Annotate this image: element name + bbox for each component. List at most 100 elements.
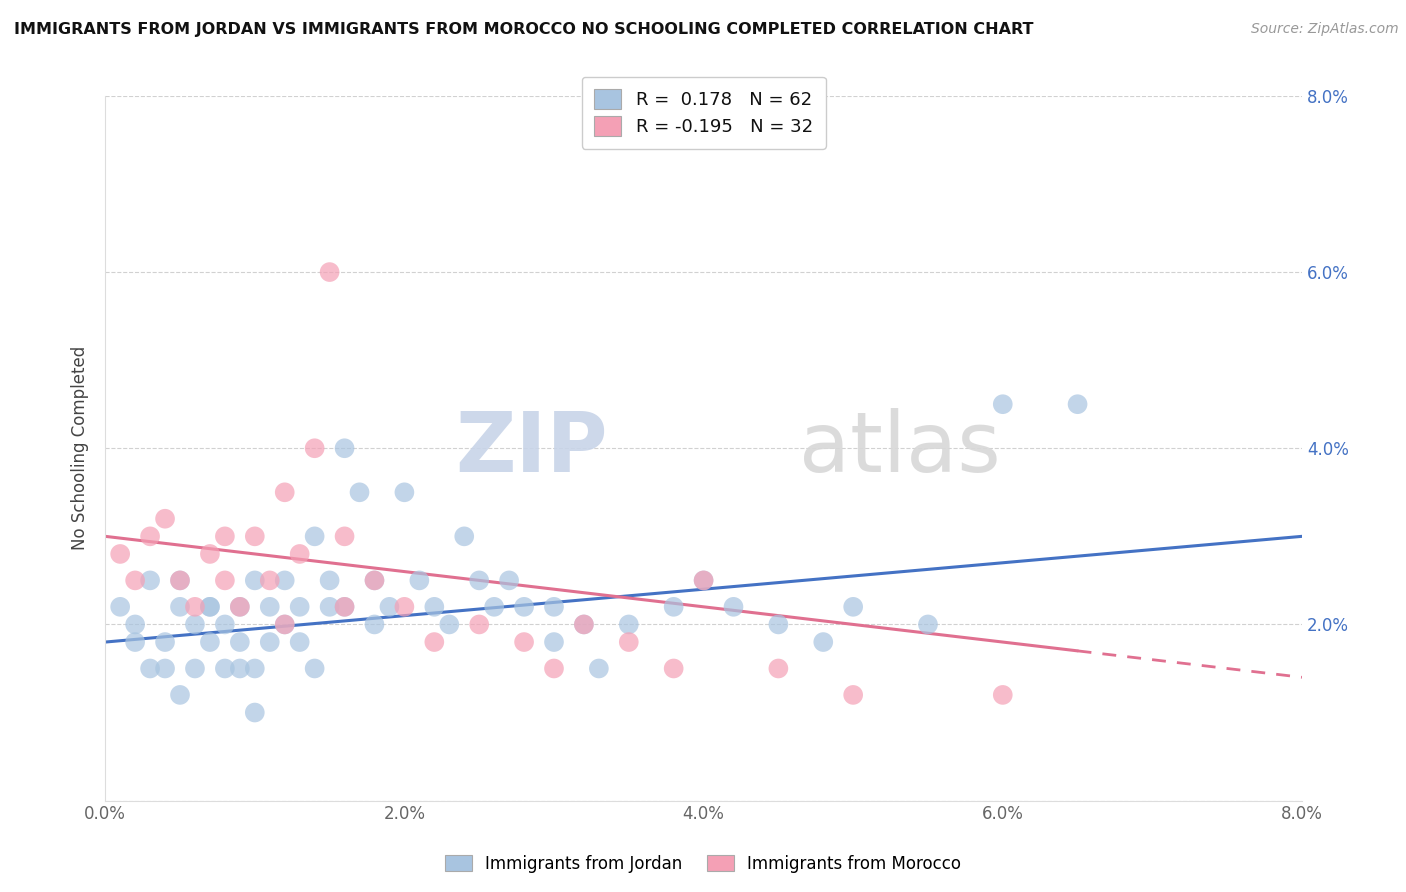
Point xyxy=(229,599,252,614)
Point xyxy=(423,599,446,614)
Point xyxy=(139,574,162,588)
Point xyxy=(468,574,491,588)
Point xyxy=(543,599,565,614)
Point xyxy=(349,485,371,500)
Point xyxy=(617,635,640,649)
Point xyxy=(274,617,297,632)
Point xyxy=(259,574,281,588)
Point xyxy=(124,635,146,649)
Point xyxy=(139,661,162,675)
Point xyxy=(214,661,236,675)
Point xyxy=(1066,397,1088,411)
Point xyxy=(991,688,1014,702)
Point xyxy=(617,617,640,632)
Point xyxy=(468,617,491,632)
Point xyxy=(439,617,461,632)
Point xyxy=(333,529,356,543)
Point xyxy=(153,512,176,526)
Point xyxy=(768,617,790,632)
Point xyxy=(169,574,191,588)
Text: IMMIGRANTS FROM JORDAN VS IMMIGRANTS FROM MOROCCO NO SCHOOLING COMPLETED CORRELA: IMMIGRANTS FROM JORDAN VS IMMIGRANTS FRO… xyxy=(14,22,1033,37)
Point xyxy=(513,599,536,614)
Point xyxy=(184,661,207,675)
Point xyxy=(229,661,252,675)
Point xyxy=(288,599,311,614)
Text: atlas: atlas xyxy=(800,408,1001,489)
Point xyxy=(229,635,252,649)
Point xyxy=(274,574,297,588)
Point xyxy=(394,485,416,500)
Point xyxy=(184,599,207,614)
Point xyxy=(288,547,311,561)
Point xyxy=(588,661,610,675)
Point xyxy=(513,635,536,649)
Legend: R =  0.178   N = 62, R = -0.195   N = 32: R = 0.178 N = 62, R = -0.195 N = 32 xyxy=(582,77,825,149)
Point xyxy=(768,661,790,675)
Point xyxy=(991,397,1014,411)
Point xyxy=(408,574,430,588)
Point xyxy=(318,574,340,588)
Text: Source: ZipAtlas.com: Source: ZipAtlas.com xyxy=(1251,22,1399,37)
Point xyxy=(169,599,191,614)
Point xyxy=(453,529,475,543)
Point xyxy=(124,574,146,588)
Point xyxy=(318,599,340,614)
Point xyxy=(318,265,340,279)
Point xyxy=(662,661,685,675)
Point xyxy=(482,599,505,614)
Point xyxy=(153,635,176,649)
Point xyxy=(259,599,281,614)
Point xyxy=(214,529,236,543)
Point xyxy=(243,706,266,720)
Legend: Immigrants from Jordan, Immigrants from Morocco: Immigrants from Jordan, Immigrants from … xyxy=(439,848,967,880)
Point xyxy=(274,617,297,632)
Point xyxy=(198,599,221,614)
Point xyxy=(274,485,297,500)
Point xyxy=(108,547,131,561)
Point xyxy=(229,599,252,614)
Point xyxy=(288,635,311,649)
Point xyxy=(498,574,520,588)
Point xyxy=(243,574,266,588)
Point xyxy=(169,688,191,702)
Point xyxy=(543,635,565,649)
Point xyxy=(423,635,446,649)
Point xyxy=(692,574,714,588)
Point xyxy=(842,599,865,614)
Point xyxy=(363,574,385,588)
Point xyxy=(184,617,207,632)
Point xyxy=(333,442,356,456)
Point xyxy=(572,617,595,632)
Point xyxy=(243,661,266,675)
Text: ZIP: ZIP xyxy=(456,408,607,489)
Point xyxy=(108,599,131,614)
Point xyxy=(813,635,835,649)
Point xyxy=(259,635,281,649)
Point xyxy=(394,599,416,614)
Point xyxy=(139,529,162,543)
Point xyxy=(198,547,221,561)
Point xyxy=(842,688,865,702)
Point xyxy=(543,661,565,675)
Point xyxy=(198,599,221,614)
Point xyxy=(304,442,326,456)
Point xyxy=(363,574,385,588)
Point xyxy=(214,617,236,632)
Point xyxy=(723,599,745,614)
Point xyxy=(124,617,146,632)
Point xyxy=(333,599,356,614)
Point xyxy=(169,574,191,588)
Point xyxy=(304,661,326,675)
Point xyxy=(692,574,714,588)
Point xyxy=(304,529,326,543)
Point xyxy=(378,599,401,614)
Point xyxy=(198,635,221,649)
Point xyxy=(214,574,236,588)
Point xyxy=(662,599,685,614)
Point xyxy=(243,529,266,543)
Point xyxy=(572,617,595,632)
Y-axis label: No Schooling Completed: No Schooling Completed xyxy=(72,346,89,550)
Point xyxy=(333,599,356,614)
Point xyxy=(363,617,385,632)
Point xyxy=(917,617,939,632)
